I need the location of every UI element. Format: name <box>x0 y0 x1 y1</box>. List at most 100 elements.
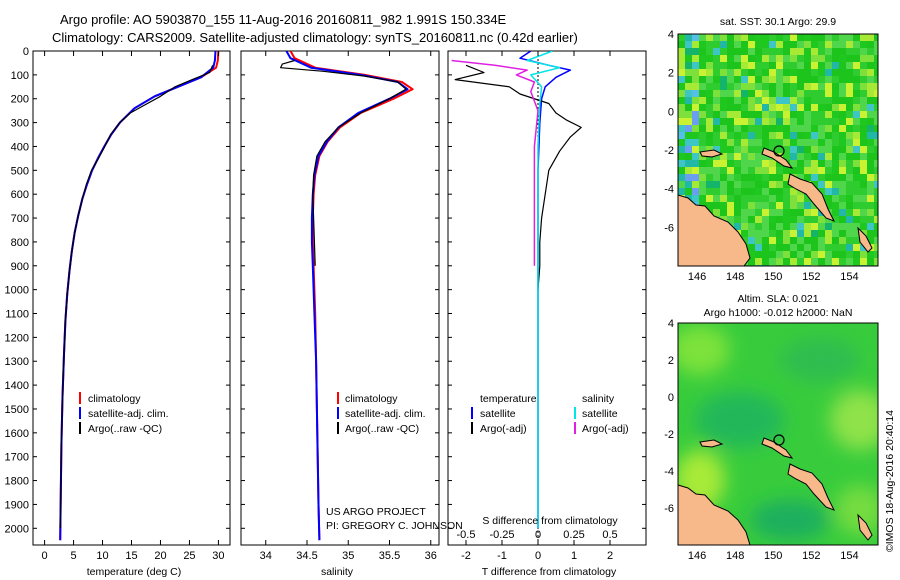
sst-cell <box>818 125 825 132</box>
sst-cell <box>860 153 867 160</box>
sst-cell <box>783 146 790 153</box>
sst-cell <box>755 153 762 160</box>
sst-cell <box>797 230 804 237</box>
sst-cell <box>825 202 832 209</box>
sst-cell <box>839 167 846 174</box>
sst-cell <box>678 188 685 195</box>
sst-cell <box>846 118 853 125</box>
sst-cell <box>860 55 867 62</box>
sst-cell <box>839 160 846 167</box>
sst-cell <box>818 188 825 195</box>
sst-cell <box>685 111 692 118</box>
sst-cell <box>699 90 706 97</box>
sst-cell <box>874 76 878 83</box>
sst-cell <box>874 223 878 230</box>
s-tick-label: 0 <box>535 529 541 541</box>
sst-cell <box>699 188 706 195</box>
sst-cell <box>748 111 755 118</box>
legend-s-satellite-label: satellite <box>582 408 618 420</box>
sst-cell <box>692 48 699 55</box>
sst-cell <box>755 195 762 202</box>
sst-cell <box>811 118 818 125</box>
y-tick-label: 1100 <box>5 309 29 321</box>
sst-cell <box>776 209 783 216</box>
sst-cell <box>706 195 713 202</box>
sst-cell <box>818 167 825 174</box>
sst-cell <box>685 34 692 41</box>
sst-cell <box>853 132 860 139</box>
sst-cell <box>776 188 783 195</box>
sst-cell <box>839 104 846 111</box>
sst-cell <box>818 111 825 118</box>
sst-cell <box>825 244 832 251</box>
y-tick-label: 500 <box>11 165 29 177</box>
sst-cell <box>748 209 755 216</box>
sst-cell <box>783 251 790 258</box>
sst-cell <box>860 48 867 55</box>
sst-cell <box>839 216 846 223</box>
sst-cell <box>783 76 790 83</box>
sst-cell <box>825 258 832 265</box>
sst-cell <box>846 202 853 209</box>
sst-cell <box>741 160 748 167</box>
sst-cell <box>804 111 811 118</box>
sst-cell <box>797 209 804 216</box>
sst-cell <box>839 202 846 209</box>
sst-cell <box>797 258 804 265</box>
sst-cell <box>755 244 762 251</box>
sst-cell <box>818 223 825 230</box>
map-y-tick-label: 2 <box>668 355 674 367</box>
sst-cell <box>790 146 797 153</box>
difference-legend: temperature satellite Argo(-adj) salinit… <box>471 393 629 435</box>
sst-cell <box>755 160 762 167</box>
sst-cell <box>839 230 846 237</box>
series-s-argo-adj- <box>451 59 539 266</box>
sst-cell <box>790 188 797 195</box>
sst-cell <box>741 83 748 90</box>
sst-cell <box>713 167 720 174</box>
sst-cell <box>860 181 867 188</box>
y-tick-label: 1900 <box>5 499 29 511</box>
new-guinea-coast <box>678 484 751 545</box>
sst-cell <box>825 48 832 55</box>
sst-cell <box>783 258 790 265</box>
sst-cell <box>769 188 776 195</box>
sst-cell <box>825 181 832 188</box>
sst-cell <box>783 48 790 55</box>
sst-cell <box>769 237 776 244</box>
sst-cell <box>755 104 762 111</box>
sst-cell <box>832 118 839 125</box>
sst-cell <box>685 76 692 83</box>
sst-cell <box>741 188 748 195</box>
sst-cell <box>839 48 846 55</box>
sst-cell <box>748 174 755 181</box>
sst-cell <box>867 97 874 104</box>
bougainville-island <box>857 513 873 541</box>
sst-cell <box>685 83 692 90</box>
x-tick-label: 35 <box>342 550 354 562</box>
sst-cell <box>832 188 839 195</box>
y-tick-label: 1600 <box>5 428 29 440</box>
sst-cell <box>748 258 755 265</box>
sst-cell <box>790 258 797 265</box>
sst-cell <box>783 167 790 174</box>
sst-cell <box>783 83 790 90</box>
legend-argo-label: Argo(..raw -QC) <box>345 423 419 435</box>
sst-cell <box>762 48 769 55</box>
sst-cell <box>706 62 713 69</box>
sst-cell <box>769 167 776 174</box>
sst-cell <box>825 118 832 125</box>
sst-cell <box>692 181 699 188</box>
sst-cell <box>706 125 713 132</box>
sst-cell <box>727 216 734 223</box>
sst-cell <box>769 125 776 132</box>
sst-cell <box>839 41 846 48</box>
sst-land <box>678 147 873 266</box>
sst-cell <box>769 244 776 251</box>
new-ireland-island <box>761 147 794 169</box>
sst-cell <box>874 41 878 48</box>
sst-cell <box>713 209 720 216</box>
sst-cell <box>755 216 762 223</box>
sst-cell <box>762 139 769 146</box>
sst-cell <box>727 34 734 41</box>
